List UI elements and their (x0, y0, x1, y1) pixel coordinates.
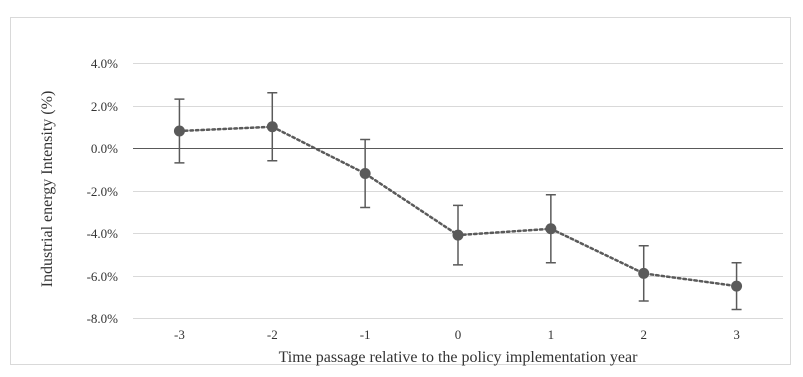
x-tick-label: 0 (455, 327, 462, 342)
x-axis-title: Time passage relative to the policy impl… (279, 349, 639, 366)
y-tick-label: 2.0% (91, 99, 118, 114)
y-tick-labels: 4.0% 2.0% 0.0% -2.0% -4.0% -6.0% -8.0% (87, 56, 119, 326)
data-point (452, 229, 464, 241)
y-tick-label: -6.0% (87, 269, 119, 284)
x-tick-label: -1 (360, 327, 371, 342)
y-tick-label: 4.0% (91, 56, 118, 71)
y-tick-label: -8.0% (87, 311, 119, 326)
x-tick-label: -3 (174, 327, 185, 342)
y-tick-label: -4.0% (87, 226, 119, 241)
x-tick-label: 1 (548, 327, 555, 342)
x-tick-label: 2 (640, 327, 647, 342)
chart-outer-border (10, 17, 791, 365)
x-tick-labels: -3 -2 -1 0 1 2 3 (174, 327, 740, 342)
data-point (545, 223, 557, 235)
data-point (731, 280, 743, 292)
y-tick-label: 0.0% (91, 141, 118, 156)
y-axis-title: Industrial energy Intensity (%) (39, 91, 56, 288)
x-tick-label: -2 (267, 327, 278, 342)
y-tick-label: -2.0% (87, 184, 119, 199)
data-point (266, 121, 278, 133)
data-point (638, 267, 650, 279)
grid-lines (133, 63, 783, 319)
series-group (173, 92, 743, 311)
data-point (173, 125, 185, 137)
data-point (359, 168, 371, 179)
x-tick-label: 3 (733, 327, 740, 342)
